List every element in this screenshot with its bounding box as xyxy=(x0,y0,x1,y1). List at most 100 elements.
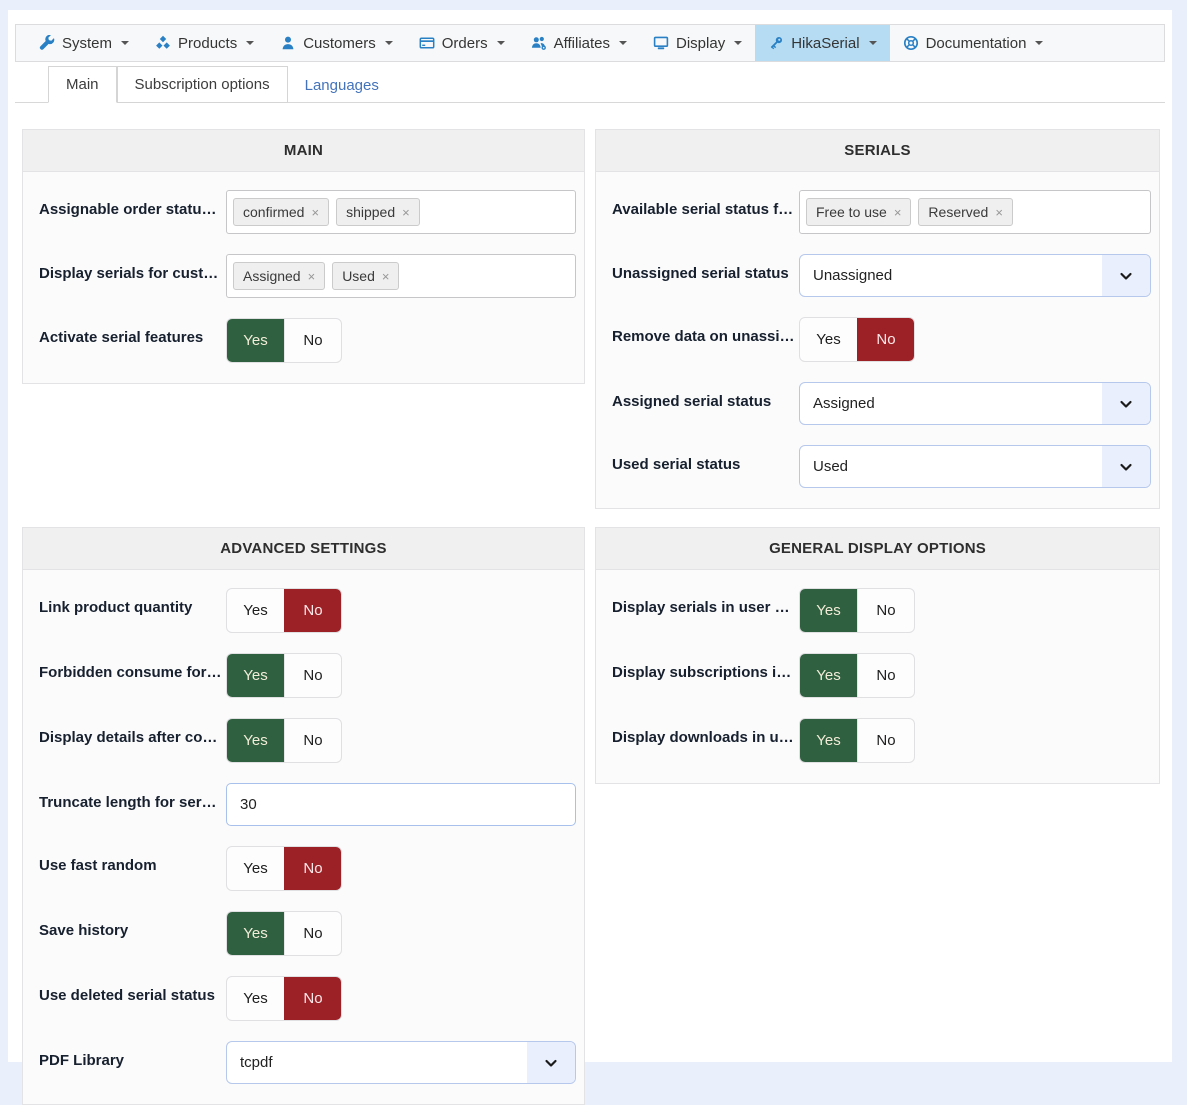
field-label: Use fast random xyxy=(39,857,157,874)
display-serials-status-taginput[interactable]: Assigned × Used × xyxy=(226,254,576,298)
life-ring-icon xyxy=(903,35,919,51)
tag-chip: Assigned × xyxy=(233,262,326,290)
remove-tag-icon[interactable]: × xyxy=(381,268,390,284)
toggle-no-button[interactable]: No xyxy=(284,589,341,632)
field-label: Unassigned serial status xyxy=(612,265,789,282)
toggle-yes-button[interactable]: Yes xyxy=(227,589,284,632)
select-value: Unassigned xyxy=(813,267,893,284)
caret-down-icon xyxy=(1035,41,1044,45)
remove-tag-icon[interactable]: × xyxy=(307,268,316,284)
menu-item-orders[interactable]: Orders xyxy=(406,25,518,61)
panel-advanced-settings: ADVANCED SETTINGS Link product quantity … xyxy=(22,527,585,1105)
caret-down-icon xyxy=(246,41,255,45)
setting-row: Display serials in user … Yes No xyxy=(612,578,1151,643)
remove-tag-icon[interactable]: × xyxy=(402,204,410,220)
setting-row: Assignable order statu… confirmed × ship… xyxy=(39,180,576,244)
field-label: Truncate length for ser… xyxy=(39,794,217,811)
main-window: System Products Customers Orders xyxy=(8,10,1172,1105)
setting-row: Truncate length for ser… xyxy=(39,773,576,836)
unassigned-serial-status-select[interactable]: Unassigned xyxy=(799,254,1151,297)
setting-row: Display details after co… Yes No xyxy=(39,708,576,773)
panel-title: MAIN xyxy=(23,130,584,172)
tab-languages[interactable]: Languages xyxy=(304,77,379,94)
toggle-yes-button[interactable]: Yes xyxy=(800,589,857,632)
toggle-no-button[interactable]: No xyxy=(857,654,914,697)
toggle-yes-button[interactable]: Yes xyxy=(227,847,284,890)
setting-row: Display subscriptions i… Yes No xyxy=(612,643,1151,708)
menu-label: Products xyxy=(178,34,238,52)
setting-row: Used serial status Used xyxy=(612,435,1151,498)
menu-label: Documentation xyxy=(925,34,1027,52)
assignable-order-status-taginput[interactable]: confirmed × shipped × xyxy=(226,190,576,234)
remove-tag-icon[interactable]: × xyxy=(311,204,320,220)
field-label: PDF Library xyxy=(39,1052,125,1069)
caret-down-icon xyxy=(121,41,130,45)
toggle-no-button[interactable]: No xyxy=(284,847,341,890)
menu-label: System xyxy=(62,34,113,52)
setting-row: Save history Yes No xyxy=(39,901,576,966)
wrench-icon xyxy=(39,35,55,51)
setting-row: Forbidden consume for… Yes No xyxy=(39,643,576,708)
toggle-no-button[interactable]: No xyxy=(857,589,914,632)
toggle-no-button[interactable]: No xyxy=(284,912,341,955)
settings-content: MAIN Assignable order statu… confirmed ×… xyxy=(8,103,1172,1105)
menu-item-documentation[interactable]: Documentation xyxy=(890,25,1057,61)
tab-main[interactable]: Main xyxy=(48,66,117,103)
menu-item-affiliates[interactable]: Affiliates xyxy=(518,25,640,61)
toggle-no-button[interactable]: No xyxy=(857,318,914,361)
setting-row: Use deleted serial status Yes No xyxy=(39,966,576,1031)
tag-chip: Free to use × xyxy=(806,198,912,226)
setting-row: Remove data on unassi… Yes No xyxy=(612,307,1151,372)
toggle-yes-button[interactable]: Yes xyxy=(800,318,857,361)
caret-down-icon xyxy=(496,41,505,45)
display-downloads-toggle: Yes No xyxy=(799,718,915,763)
toggle-no-button[interactable]: No xyxy=(284,319,341,362)
menu-item-system[interactable]: System xyxy=(26,25,142,61)
field-label: Activate serial features xyxy=(39,329,204,346)
menu-item-customers[interactable]: Customers xyxy=(267,25,406,61)
used-serial-status-select[interactable]: Used xyxy=(799,445,1151,488)
toggle-no-button[interactable]: No xyxy=(857,719,914,762)
field-label: Display details after co… xyxy=(39,729,218,746)
setting-row: Display serials for cust… Assigned × Use… xyxy=(39,244,576,308)
tab-subscription-options[interactable]: Subscription options xyxy=(116,66,288,103)
remove-tag-icon[interactable]: × xyxy=(995,204,1003,220)
remove-tag-icon[interactable]: × xyxy=(893,204,902,220)
menu-item-hikaserial[interactable]: HikaSerial xyxy=(755,25,890,61)
toggle-yes-button[interactable]: Yes xyxy=(227,719,284,762)
setting-row: PDF Library tcpdf xyxy=(39,1031,576,1094)
menu-item-display[interactable]: Display xyxy=(640,25,755,61)
select-value: Used xyxy=(813,458,849,475)
setting-row: Assigned serial status Assigned xyxy=(612,372,1151,435)
menu-item-products[interactable]: Products xyxy=(142,25,267,61)
setting-row: Activate serial features Yes No xyxy=(39,308,576,373)
toggle-yes-button[interactable]: Yes xyxy=(227,654,284,697)
toggle-yes-button[interactable]: Yes xyxy=(227,912,284,955)
menu-label: Affiliates xyxy=(553,34,611,52)
tag-label: Used xyxy=(342,268,375,284)
truncate-length-input[interactable] xyxy=(226,783,576,826)
panel-title: ADVANCED SETTINGS xyxy=(23,528,584,570)
pdf-library-select[interactable]: tcpdf xyxy=(226,1041,576,1084)
toggle-yes-button[interactable]: Yes xyxy=(800,654,857,697)
toggle-yes-button[interactable]: Yes xyxy=(227,977,284,1020)
toggle-no-button[interactable]: No xyxy=(284,977,341,1020)
toggle-no-button[interactable]: No xyxy=(284,719,341,762)
tag-label: Free to use xyxy=(816,204,887,220)
field-label: Display serials for cust… xyxy=(39,265,219,282)
toggle-yes-button[interactable]: Yes xyxy=(227,319,284,362)
tag-chip: shipped × xyxy=(336,198,420,226)
chevron-down-icon xyxy=(1102,446,1150,487)
toggle-yes-button[interactable]: Yes xyxy=(800,719,857,762)
menu-label: Display xyxy=(676,34,726,52)
panel-main: MAIN Assignable order statu… confirmed ×… xyxy=(22,129,585,384)
assigned-serial-status-select[interactable]: Assigned xyxy=(799,382,1151,425)
link-product-quantity-toggle: Yes No xyxy=(226,588,342,633)
available-serial-status-taginput[interactable]: Free to use × Reserved × xyxy=(799,190,1151,234)
tag-label: shipped xyxy=(346,204,396,220)
user-icon xyxy=(280,35,296,51)
setting-row: Use fast random Yes No xyxy=(39,836,576,901)
toggle-no-button[interactable]: No xyxy=(284,654,341,697)
caret-down-icon xyxy=(384,41,393,45)
chevron-down-icon xyxy=(1102,383,1150,424)
